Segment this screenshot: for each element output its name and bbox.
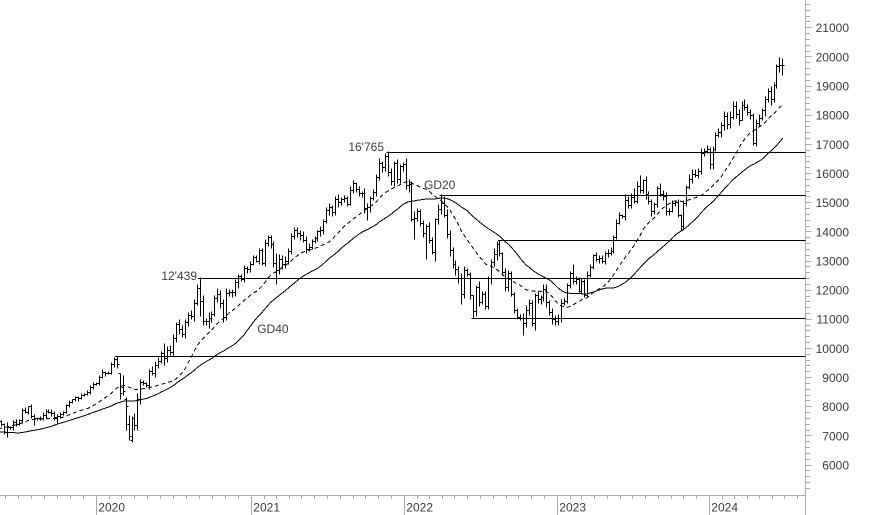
svg-text:GD40: GD40 bbox=[257, 322, 289, 336]
svg-text:2021: 2021 bbox=[253, 501, 280, 515]
svg-text:15000: 15000 bbox=[816, 196, 850, 210]
svg-text:2020: 2020 bbox=[98, 501, 125, 515]
svg-text:17000: 17000 bbox=[816, 138, 850, 152]
svg-text:18000: 18000 bbox=[816, 109, 850, 123]
svg-text:6000: 6000 bbox=[822, 459, 849, 473]
svg-text:12'439: 12'439 bbox=[161, 269, 197, 283]
svg-text:16'765: 16'765 bbox=[348, 140, 384, 154]
svg-text:2023: 2023 bbox=[559, 501, 586, 515]
svg-text:16000: 16000 bbox=[816, 167, 850, 181]
svg-text:14000: 14000 bbox=[816, 225, 850, 239]
svg-text:13000: 13000 bbox=[816, 254, 850, 268]
svg-text:20000: 20000 bbox=[816, 50, 850, 64]
svg-text:GD20: GD20 bbox=[424, 178, 456, 192]
svg-text:11000: 11000 bbox=[817, 313, 850, 327]
svg-text:21000: 21000 bbox=[816, 21, 850, 35]
svg-text:9000: 9000 bbox=[822, 371, 849, 385]
svg-text:7000: 7000 bbox=[822, 429, 849, 443]
svg-text:2024: 2024 bbox=[711, 501, 738, 515]
svg-text:8000: 8000 bbox=[822, 400, 849, 414]
svg-text:10000: 10000 bbox=[816, 342, 850, 356]
svg-text:12000: 12000 bbox=[816, 284, 850, 298]
svg-text:2022: 2022 bbox=[406, 501, 433, 515]
svg-text:19000: 19000 bbox=[816, 80, 850, 94]
